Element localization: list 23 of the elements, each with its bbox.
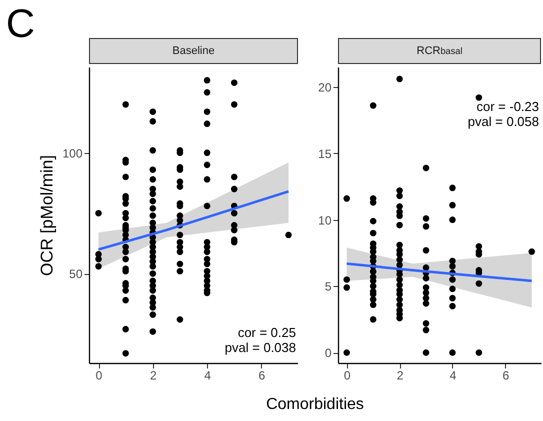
x-tick-label: 0	[96, 368, 103, 382]
y-tick-label: 100	[62, 146, 83, 160]
x-axis-title: Comorbidities	[265, 396, 365, 414]
x-tick-label: 0	[344, 368, 351, 382]
chart-subtitle: Baseline	[89, 38, 298, 64]
x-tick-label: 6	[258, 368, 266, 382]
annotation: cor = 0.25	[238, 325, 296, 340]
y-tick-label: 15	[318, 146, 332, 161]
x-tick-label: 4	[450, 368, 457, 382]
x-tick-label: 4	[204, 368, 212, 382]
y-tick-label: 0	[324, 346, 332, 360]
chart-title: C	[6, 2, 35, 47]
annotation: cor = -0.23	[476, 99, 539, 114]
y-axis-title: OCR [pMol/min]	[37, 155, 56, 276]
y-tick-label: 5	[324, 280, 332, 294]
x-tick-label: 6	[502, 368, 510, 382]
y-tick-label: 20	[318, 80, 332, 94]
y-tick-label: 50	[69, 267, 83, 282]
annotation: pval = 0.058	[468, 114, 539, 129]
x-tick-label: 2	[396, 368, 404, 382]
y-tick-label: 10	[318, 213, 332, 228]
annotation: pval = 0.038	[224, 340, 296, 355]
x-tick-label: 2	[150, 368, 157, 382]
